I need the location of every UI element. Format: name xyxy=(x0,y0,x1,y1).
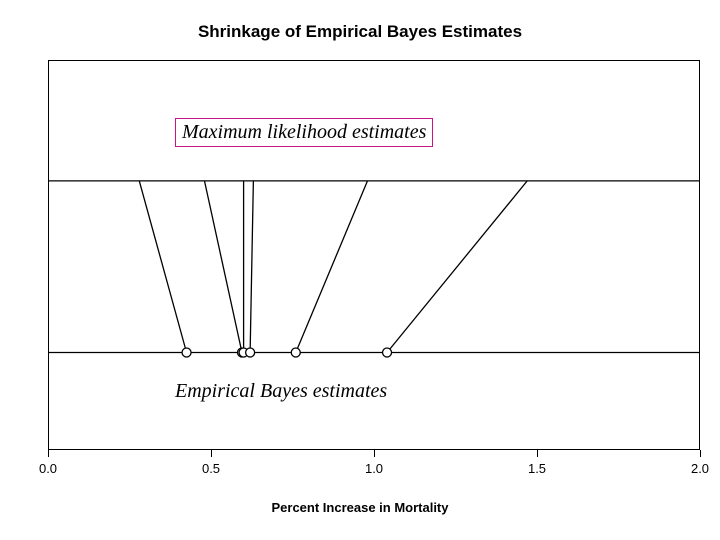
x-tick-mark xyxy=(700,450,701,457)
x-tick-label: 0.5 xyxy=(202,461,220,476)
x-tick-label: 0.0 xyxy=(39,461,57,476)
x-tick-mark xyxy=(537,450,538,457)
anno-mle-label: Maximum likelihood estimates xyxy=(175,118,433,147)
anno-eb-label: Empirical Bayes estimates xyxy=(175,380,387,403)
x-tick-mark xyxy=(374,450,375,457)
x-tick-label: 1.0 xyxy=(365,461,383,476)
x-axis-label: Percent Increase in Mortality xyxy=(0,500,720,515)
x-tick-label: 1.5 xyxy=(528,461,546,476)
x-tick-mark xyxy=(211,450,212,457)
x-tick-mark xyxy=(48,450,49,457)
x-tick-label: 2.0 xyxy=(691,461,709,476)
plot-svg xyxy=(0,0,720,540)
